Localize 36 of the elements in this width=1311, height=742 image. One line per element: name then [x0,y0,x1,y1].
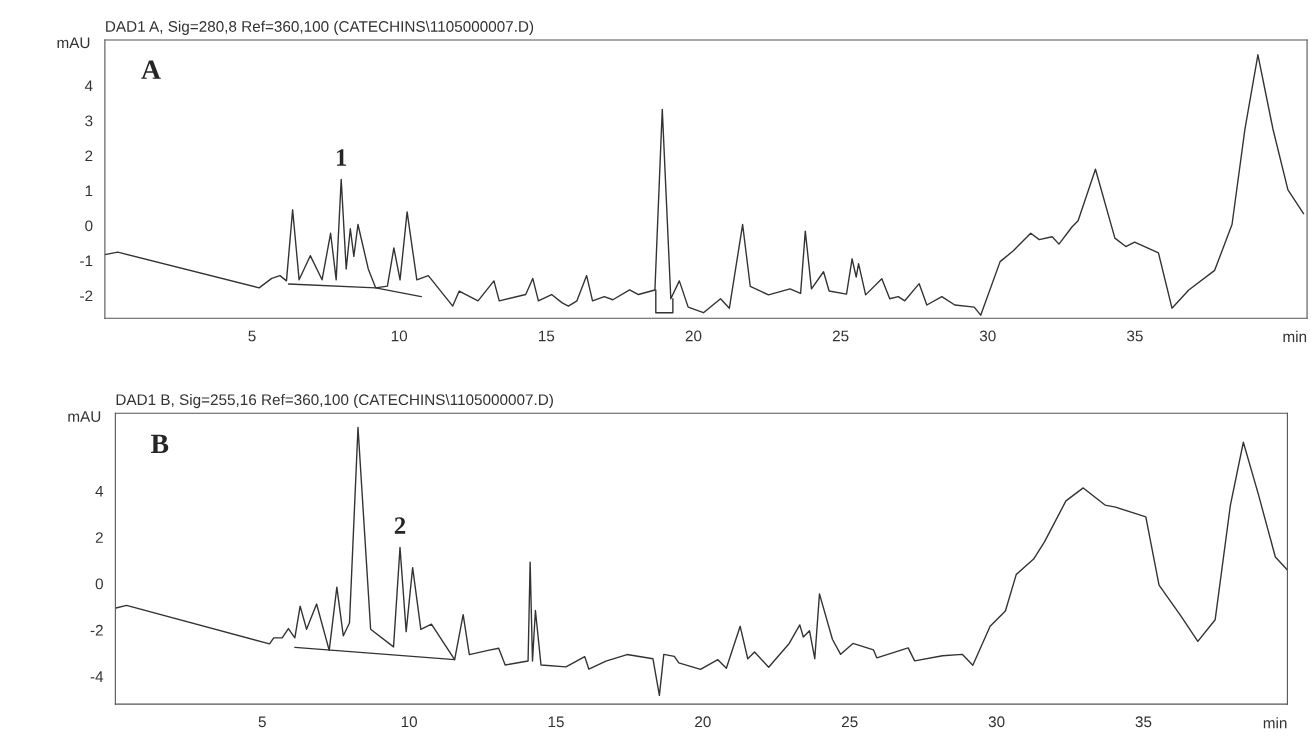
y-tick-label: -4 [90,671,104,682]
y-tick-label: 1 [85,185,93,197]
x-tick-label: 30 [979,330,996,342]
chart-title: DAD1 B, Sig=255,16 Ref=360,100 (CATECHINS\1105000007.D) [116,393,553,409]
y-tick-label: 3 [85,115,93,127]
y-tick-label: -2 [90,624,103,636]
chart-title: DAD1 A, Sig=280,8 Ref=360,100 (CATECHINS\1105000007.D) [106,20,534,35]
y-tick-label: -2 [80,290,93,302]
y-axis-title: mAU [68,411,101,422]
x-tick-label: 35 [1126,330,1143,342]
x-tick-label: 15 [538,330,555,342]
annotation: A [141,60,161,79]
y-tick-label: 2 [95,532,103,543]
x-tick-label: 20 [685,330,702,342]
y-axis-title: mAU [57,37,90,49]
y-tick-label: 4 [95,485,104,497]
x-tick-label: 10 [391,330,408,342]
x-axis-title: min [1283,330,1307,342]
x-tick-label: 5 [258,716,266,728]
y-tick-label: -1 [80,255,93,267]
x-tick-label: 5 [248,330,256,342]
x-tick-label: 30 [988,716,1005,728]
annotation: 2 [394,517,406,534]
x-tick-label: 10 [401,716,418,728]
y-tick-label: 0 [85,220,93,232]
x-tick-label: 35 [1135,716,1152,728]
x-tick-label: 20 [695,716,711,728]
annotation: 1 [336,149,347,166]
y-tick-label: 0 [95,578,103,590]
y-tick-label: 2 [85,150,93,162]
annotation: B [150,434,169,454]
x-axis-title: min [1263,717,1287,729]
y-tick-label: 4 [84,80,93,92]
x-tick-label: 15 [548,716,564,728]
x-tick-label: 25 [842,716,858,728]
x-tick-label: 25 [832,330,849,342]
